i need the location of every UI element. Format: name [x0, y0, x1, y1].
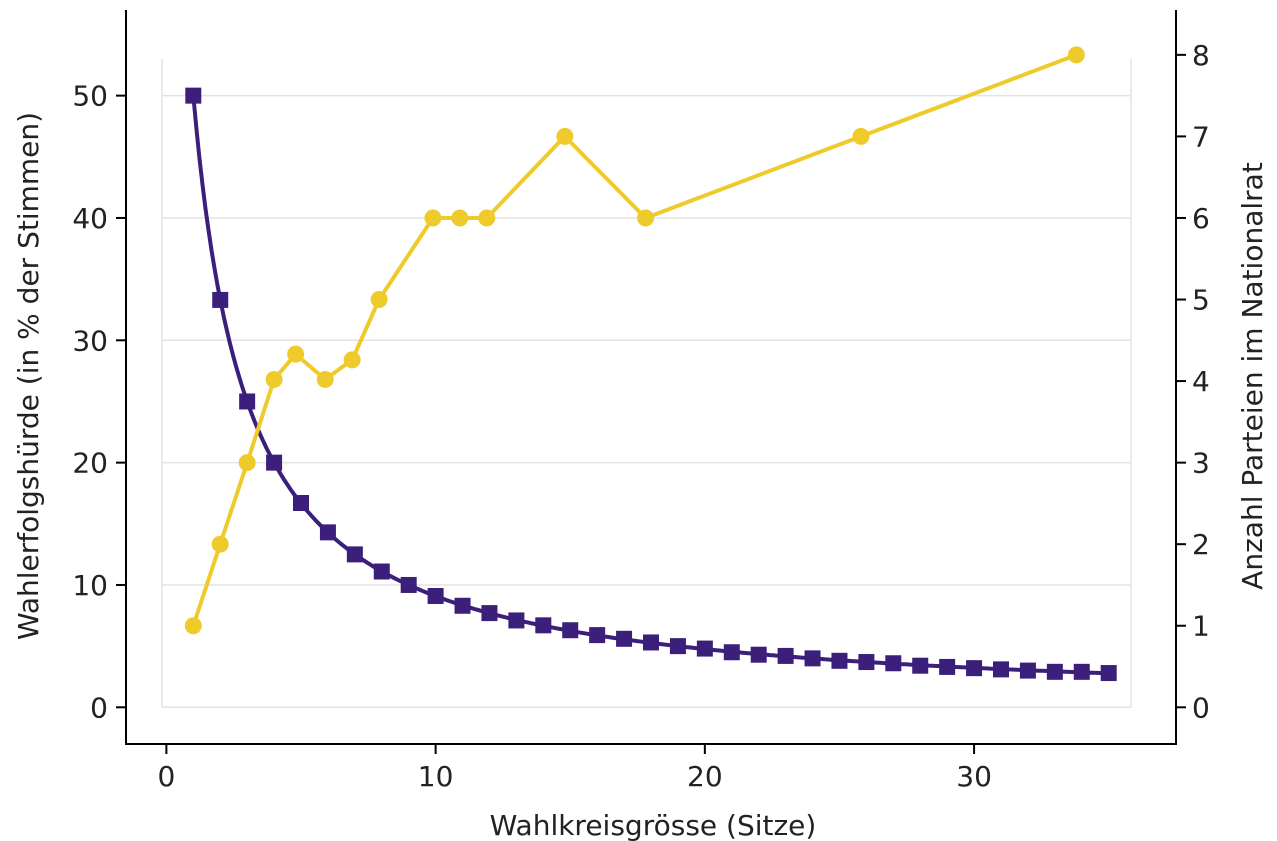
- series-1-point-3: [265, 370, 283, 388]
- series-0-point-2: [239, 393, 256, 410]
- series-1-point-9: [451, 209, 469, 227]
- series-1-point-2: [238, 454, 256, 472]
- series-0-point-30: [993, 661, 1009, 678]
- series-layer: [184, 46, 1117, 682]
- y2-tick-label-0: 0: [1192, 691, 1210, 724]
- series-1-point-13: [852, 127, 870, 145]
- series-0-point-20: [723, 644, 740, 661]
- y2-tick-label-6: 6: [1192, 202, 1210, 235]
- series-1-point-10: [478, 209, 496, 227]
- series-0-point-29: [966, 660, 983, 677]
- y-axis-title: Wahlerfolgshürde (in % der Stimmen): [12, 112, 45, 640]
- y2-tick-label-7: 7: [1192, 120, 1210, 153]
- series-0-point-25: [858, 654, 875, 671]
- y2-tick-label-2: 2: [1192, 528, 1210, 561]
- y-tick-label-2: 20: [72, 447, 108, 480]
- series-1-point-0: [184, 617, 202, 635]
- series-0-point-3: [266, 454, 283, 471]
- series-0-point-16: [616, 630, 633, 647]
- series-0-point-4: [293, 495, 309, 512]
- y2-axis-title: Anzahl Parteien im Nationalrat: [1236, 162, 1269, 590]
- series-0-point-22: [777, 647, 794, 664]
- series-0-point-31: [1019, 662, 1036, 679]
- series-1-point-14: [1067, 46, 1085, 64]
- series-0-point-7: [373, 563, 390, 580]
- series-1-point-12: [637, 209, 655, 227]
- x-tick-label-0: 0: [157, 760, 175, 793]
- axis-ticks: 0 10 20 30 0 10 20 30 40 50 0 1 2 3 4 5 6 7 8: [72, 39, 1209, 793]
- series-0-point-11: [481, 605, 498, 622]
- y2-tick-label-8: 8: [1192, 39, 1210, 72]
- x-tick-label-1: 10: [418, 760, 454, 793]
- x-axis-title: Wahlkreisgrösse (Sitze): [490, 809, 817, 841]
- series-0-point-21: [750, 646, 767, 663]
- x-tick-label-2: 20: [687, 760, 723, 793]
- series-1-point-7: [370, 291, 388, 309]
- x-tick-label-3: 30: [956, 760, 992, 793]
- series-0-point-26: [885, 655, 902, 672]
- series-0-point-27: [912, 657, 929, 674]
- series-0-point-15: [589, 627, 606, 644]
- series-0-point-14: [562, 622, 579, 639]
- series-0-point-34: [1100, 665, 1117, 682]
- series-1-point-8: [424, 209, 442, 227]
- series-0-point-32: [1046, 663, 1063, 680]
- series-0-point-19: [696, 640, 713, 657]
- y-tick-label-5: 50: [72, 80, 108, 113]
- series-0-point-0: [185, 87, 202, 104]
- series-1-point-5: [316, 370, 334, 388]
- y2-tick-label-4: 4: [1192, 365, 1210, 398]
- series-1-point-6: [343, 351, 361, 369]
- series-0-point-9: [427, 587, 444, 604]
- axis-frame: [125, 10, 1177, 745]
- y-tick-label-0: 0: [90, 691, 108, 724]
- series-0-point-12: [508, 612, 525, 629]
- series-1-point-1: [211, 535, 229, 553]
- series-0-point-5: [319, 524, 336, 541]
- series-0-point-33: [1073, 663, 1090, 680]
- series-0-point-28: [939, 658, 956, 675]
- y-tick-label-1: 10: [72, 569, 108, 602]
- series-0-point-23: [804, 650, 821, 667]
- y-tick-label-3: 30: [72, 324, 108, 357]
- series-0-point-24: [831, 652, 848, 669]
- y2-tick-label-5: 5: [1192, 284, 1210, 317]
- y-tick-label-4: 40: [72, 202, 108, 235]
- series-0-point-13: [535, 617, 552, 634]
- series-0-point-18: [669, 638, 686, 655]
- series-1-point-4: [287, 345, 305, 363]
- y2-tick-label-3: 3: [1192, 447, 1210, 480]
- series-0-point-1: [212, 291, 229, 308]
- series-0-point-6: [346, 546, 363, 563]
- series-0-point-8: [400, 576, 417, 593]
- y2-tick-label-1: 1: [1192, 610, 1210, 643]
- series-0-point-10: [454, 597, 471, 614]
- series-0-point-17: [643, 634, 659, 651]
- series-1-point-11: [556, 127, 574, 145]
- gridlines: [161, 58, 1132, 709]
